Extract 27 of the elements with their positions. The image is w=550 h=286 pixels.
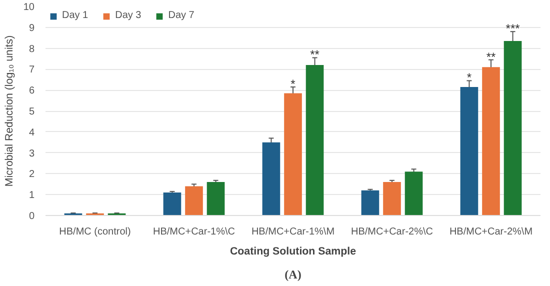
y-tick-label: 3	[28, 148, 35, 160]
y-tick-label: 6	[28, 86, 35, 97]
y-tick-label: 8	[28, 44, 35, 55]
y-tick-label: 10	[23, 2, 35, 13]
y-tick-label: 5	[28, 106, 35, 118]
x-tick-label: HB/MC+Car-2%\C	[351, 226, 433, 238]
data-label: *	[466, 70, 472, 85]
x-axis-title: Coating Solution Sample	[230, 246, 356, 258]
y-tick-label: 2	[28, 169, 35, 180]
x-tick-label: HB/MC+Car-1%\M	[251, 226, 335, 238]
y-tick-label: 1	[28, 190, 35, 202]
y-axis-title: Microbial Reduction (log₁₀ units)	[3, 35, 16, 187]
text: (A)	[284, 268, 302, 282]
data-label: ***	[506, 22, 520, 36]
x-tick-label: HB/MC+Car-2%\M	[449, 226, 533, 238]
legend-label: Day 1	[62, 10, 88, 21]
x-tick-label: HB/MC+Car-1%\C	[153, 226, 235, 238]
y-tick-label: 0	[28, 211, 35, 222]
legend-label: Day 7	[168, 10, 194, 21]
data-label: **	[310, 48, 320, 62]
data-label: *	[290, 76, 296, 91]
y-tick-label: 7	[28, 64, 35, 76]
legend-label: Day 3	[115, 10, 142, 21]
y-tick-label: 9	[28, 22, 35, 34]
x-tick-label: HB/MC (control)	[59, 226, 131, 238]
data-label: **	[486, 50, 496, 64]
y-tick-label: 4	[28, 127, 35, 138]
